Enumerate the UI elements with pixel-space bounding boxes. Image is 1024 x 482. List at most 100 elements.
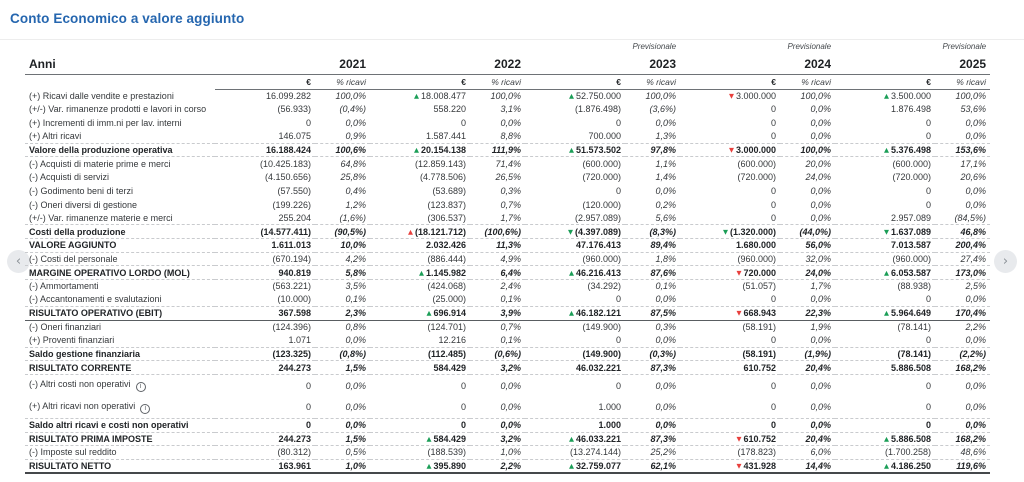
pct-value: 173,0% [955, 267, 987, 278]
euro-value: (13.274.144) [569, 447, 621, 458]
cell-euro-2025: ▲ 5.376.498 [835, 142, 936, 158]
cell-pct-2025: 0,0% [935, 198, 990, 212]
cell-pct-2024: 56,0% [780, 238, 836, 253]
cell-euro-2023: ▲ 51.573.502 [525, 142, 625, 158]
cell-pct-2021: 0,1% [315, 293, 370, 307]
table-row: MARGINE OPERATIVO LORDO (MOL) 940.819 5,8%… [25, 265, 991, 280]
row-label: (-) Accantonamenti e svalutazioni [25, 293, 215, 307]
cell-pct-2025: 170,4% [935, 306, 991, 321]
cell-pct-2022: 1,0% [470, 446, 525, 460]
cell-euro-2022: (25.000) [370, 293, 470, 307]
euro-value: (600.000) [582, 159, 621, 170]
euro-value: 0 [771, 117, 777, 128]
table-row: (-) Altri costi non operativi i 0 0,0% 0 0,0%… [25, 374, 990, 396]
row-label: (-) Acquisti di materie prime e merci [25, 157, 215, 171]
euro-value: 0 [926, 199, 932, 210]
euro-value: 0 [615, 185, 621, 196]
triangle-down-red-icon: ▼ [728, 146, 734, 155]
pct-value: 5,6% [655, 212, 677, 223]
euro-value: 0 [771, 212, 777, 223]
euro-value: (1.700.258) [884, 447, 932, 458]
row-label-text: Saldo altri ricavi e costi non operativi [29, 420, 189, 431]
cell-pct-2022: 0,1% [470, 334, 525, 348]
cell-euro-2022: (124.701) [370, 320, 470, 334]
row-label: (-) Oneri finanziari [25, 320, 215, 334]
euro-value: 32.759.077 [575, 460, 621, 471]
cell-euro-2022: (306.537) [370, 211, 470, 225]
triangle-up-green-icon: ▲ [568, 461, 574, 470]
cell-euro-2022: (4.778.506) [370, 171, 470, 185]
info-icon[interactable]: i [140, 403, 151, 414]
cell-euro-2025: ▲ 4.186.250 [835, 458, 936, 474]
cell-pct-2025: 173,0% [935, 265, 991, 280]
euro-value: 5.376.498 [890, 145, 932, 156]
cell-pct-2022: 2,2% [470, 458, 525, 474]
cell-euro-2022: ▲ 1.145.982 [370, 265, 470, 280]
pct-value: 0,0% [655, 185, 677, 196]
cell-pct-2023: 100,0% [625, 89, 680, 103]
next-page-button[interactable]: › [994, 250, 1017, 273]
row-label: (-) Godimento beni di terzi [25, 184, 215, 198]
euro-value: 46.033.221 [575, 433, 621, 444]
euro-value: (112.485) [427, 349, 466, 360]
euro-value: 1.611.013 [271, 240, 311, 251]
table-row: (+) Proventi finanziari 1.071 0,0% 12.216 0,… [25, 334, 990, 348]
cell-euro-2025: 0 [835, 198, 935, 212]
euro-value: 0 [460, 117, 466, 128]
pct-value: 71,4% [495, 159, 521, 170]
pct-value: 53,6% [960, 104, 987, 115]
row-label: (-) Imposte sul reddito [25, 446, 215, 460]
triangle-down-green-icon: ▼ [567, 227, 573, 236]
euro-value: (120.000) [582, 199, 621, 210]
euro-value: 700.000 [588, 131, 621, 142]
euro-value: 244.273 [278, 362, 311, 373]
cell-pct-2021: 0,0% [315, 374, 370, 396]
cell-euro-2024: (51.057) [680, 279, 780, 293]
euro-value: (1.320.000) [729, 226, 777, 237]
pct-value: 2,2% [965, 322, 987, 333]
cell-pct-2022: 0,0% [470, 374, 525, 396]
euro-value: 0 [615, 335, 621, 346]
row-label-text: (-) Accantonamenti e svalutazioni [29, 294, 162, 305]
cell-pct-2022: 3,2% [470, 360, 525, 375]
pct-value: 0,9% [345, 131, 366, 142]
euro-value: 0 [305, 420, 311, 431]
cell-euro-2021: (56.933) [215, 103, 315, 117]
triangle-down-red-icon: ▼ [736, 461, 742, 470]
cell-pct-2025: 100,0% [935, 89, 990, 103]
euro-value: 1.000 [598, 420, 621, 431]
cell-pct-2025: 48,6% [935, 446, 990, 460]
previsionale-label-2022 [370, 40, 525, 53]
euro-value: (149.900) [582, 322, 621, 333]
cell-euro-2022: 558.220 [370, 103, 470, 117]
cell-euro-2021: 16.188.424 [215, 142, 315, 158]
pct-value: 0,0% [810, 294, 832, 305]
cell-euro-2023: ▲ 46.216.413 [525, 265, 625, 280]
pct-value: 3,2% [500, 362, 521, 373]
pct-value: 3,1% [500, 104, 521, 115]
cell-pct-2024: 6,0% [780, 446, 835, 460]
previsionale-spacer [25, 40, 215, 53]
cell-pct-2022: 0,0% [470, 116, 525, 130]
cell-euro-2023: 1.000 [525, 417, 625, 433]
cell-euro-2023: (600.000) [525, 157, 625, 171]
pct-value: 0,0% [965, 380, 987, 391]
pct-value: 1,2% [345, 199, 366, 210]
euro-value: 1.680.000 [735, 240, 777, 251]
cell-pct-2022: (0,6%) [470, 346, 525, 362]
euro-value: (720.000) [892, 172, 932, 183]
row-label: (-) Oneri diversi di gestione [25, 198, 215, 212]
euro-value: 51.573.502 [575, 145, 621, 156]
euro-value: (720.000) [582, 172, 621, 183]
euro-value: (34.292) [587, 281, 621, 292]
triangle-down-red-icon: ▼ [736, 434, 742, 443]
cell-euro-2023: 0 [525, 334, 625, 348]
info-icon[interactable]: i [135, 382, 146, 393]
cell-pct-2025: 27,4% [935, 252, 990, 266]
pct-value: 200,4% [955, 240, 987, 251]
cell-pct-2021: 25,8% [315, 171, 370, 185]
prev-page-button[interactable]: ‹ [7, 250, 30, 273]
cell-pct-2024: 0,0% [780, 396, 835, 418]
pct-value: 0,0% [965, 294, 987, 305]
pct-value: 1,7% [810, 281, 832, 292]
